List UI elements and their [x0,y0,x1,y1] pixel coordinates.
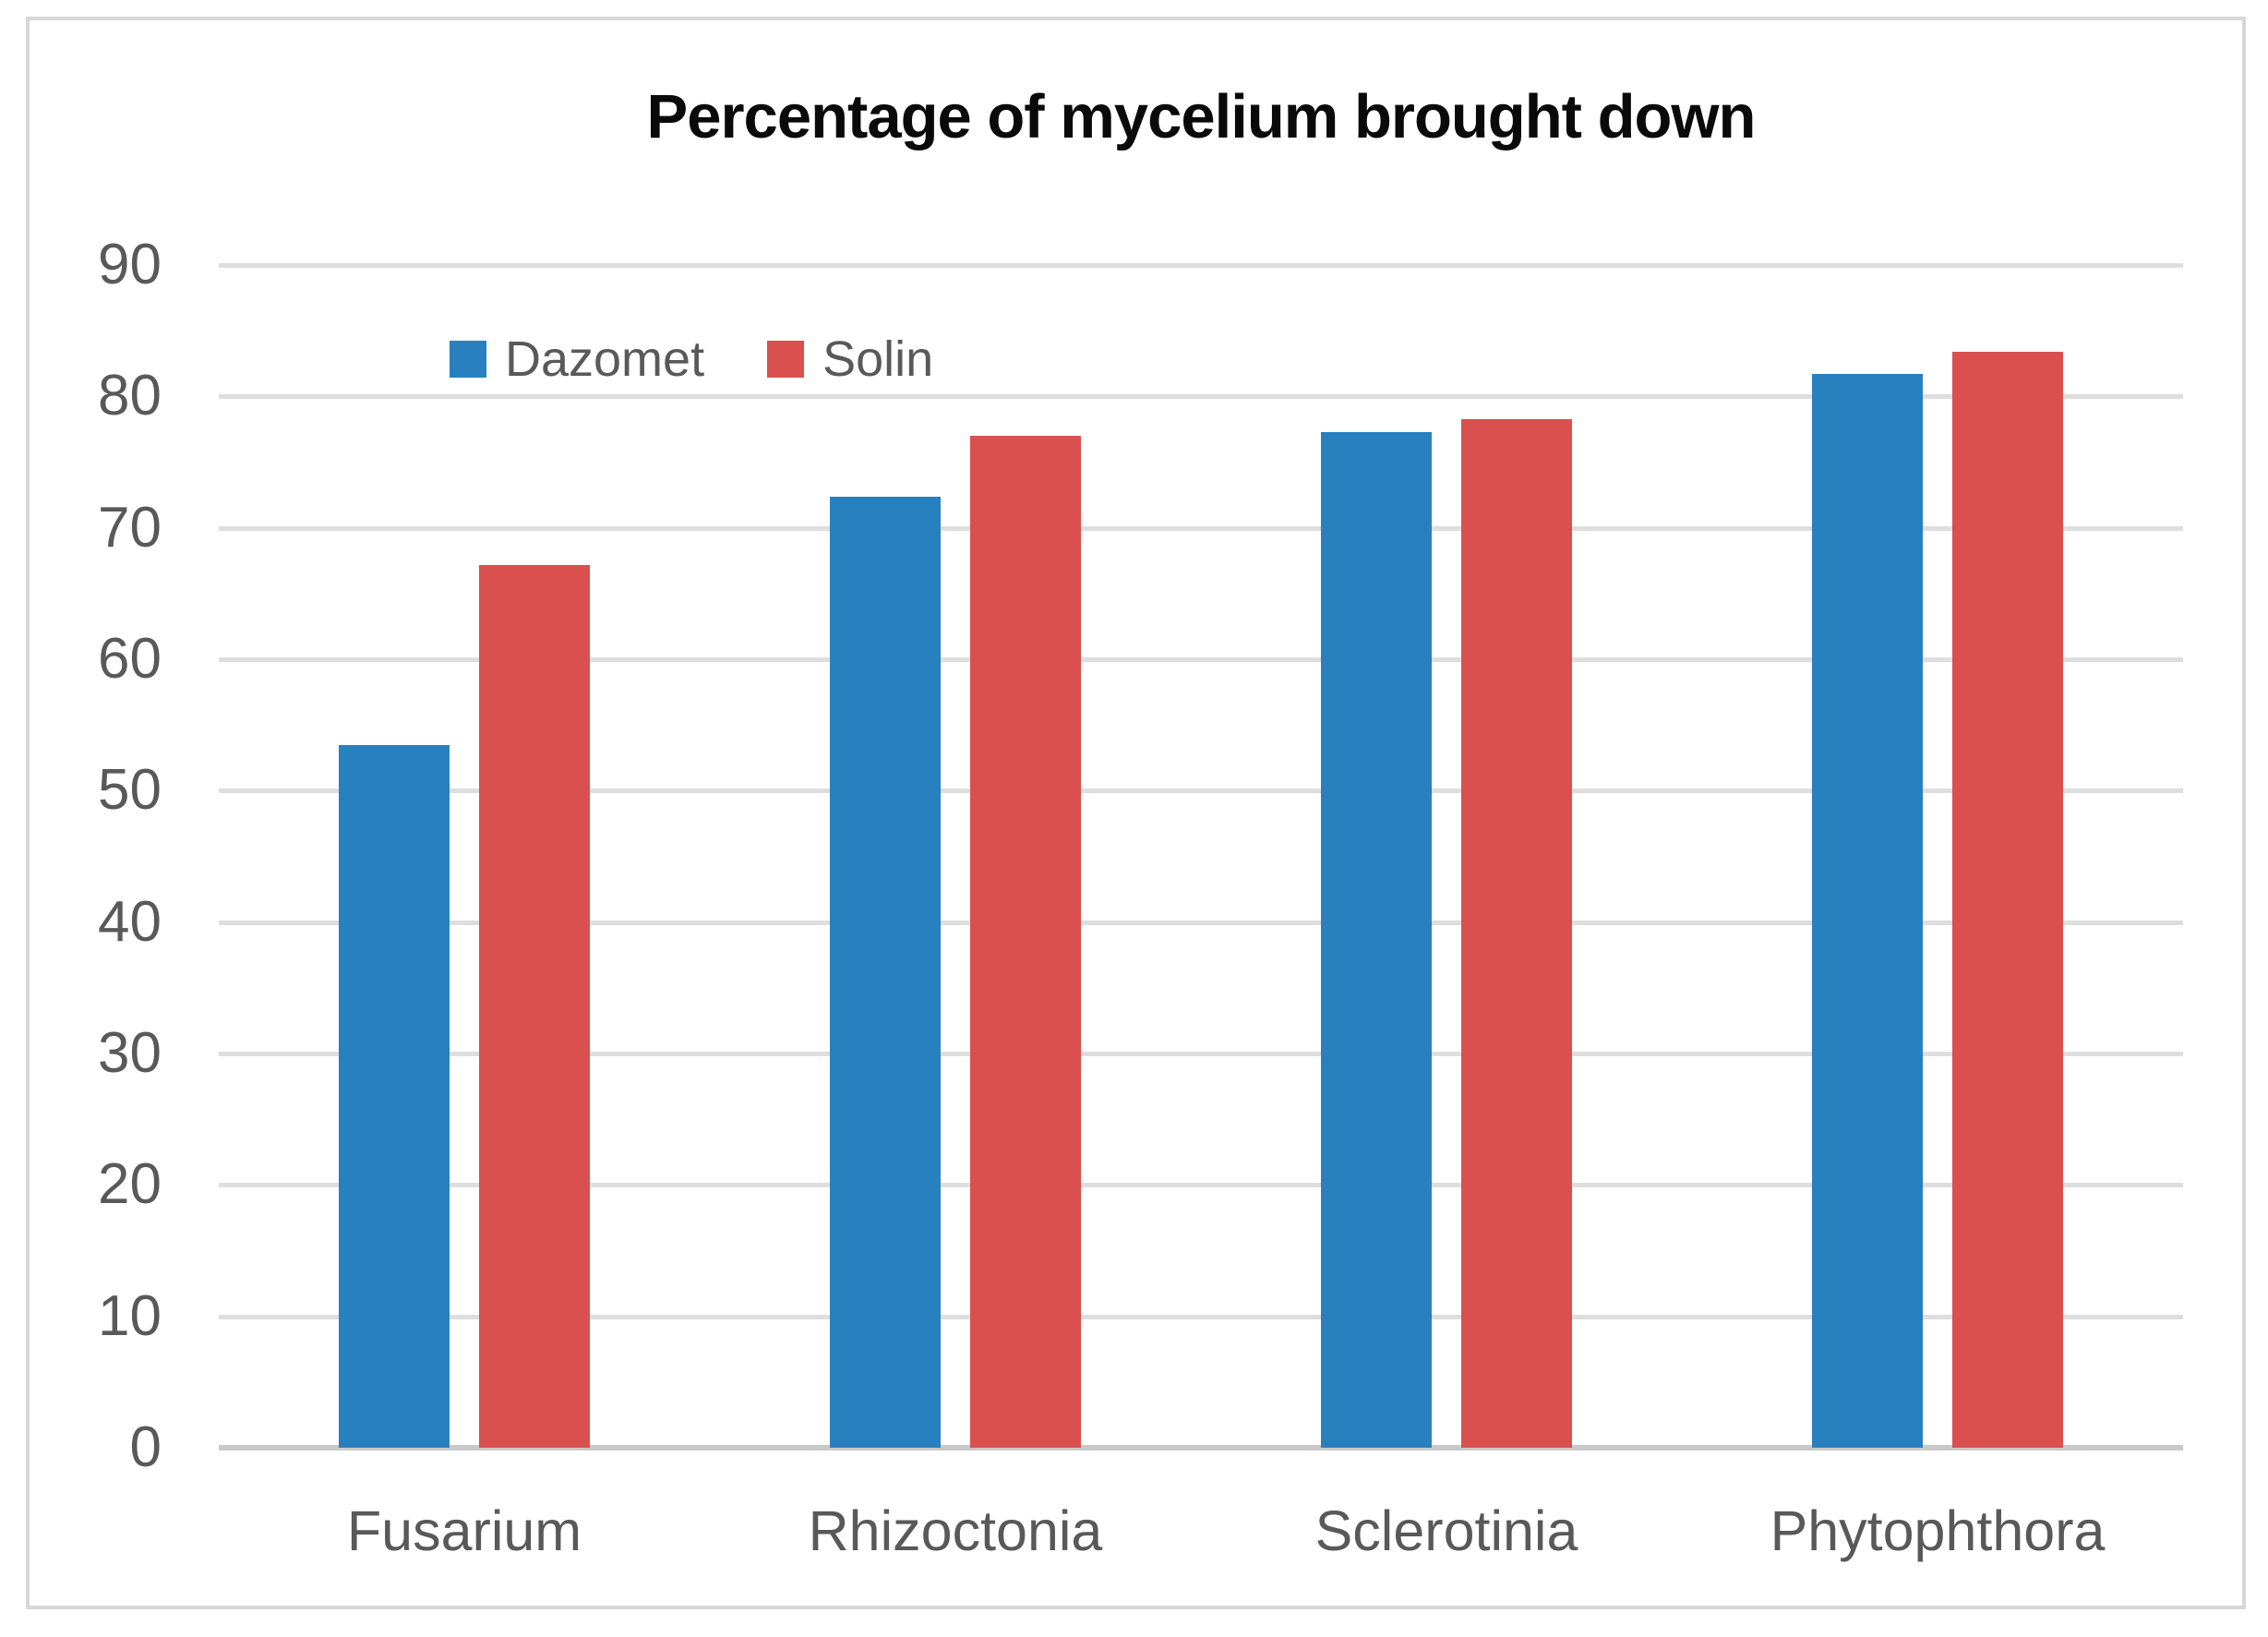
y-tick-label-50: 50 [98,758,162,823]
y-tick-label-90: 90 [98,233,162,296]
y-tick-label-70: 70 [98,495,162,560]
bar-dazomet-rhizoctonia [830,496,941,1448]
legend-color-swatch-dazomet-icon [450,341,486,378]
x-label-rhizoctonia: Rhizoctonia [808,1499,1103,1562]
legend: Dazomet Solin [450,334,933,384]
y-tick-label-40: 40 [98,889,162,954]
x-label-phytophthora: Phytophthora [1770,1499,2106,1562]
legend-item-dazomet: Dazomet [450,334,704,384]
gridline-20 [219,1183,2183,1188]
bar-dazomet-fusarium [339,744,450,1448]
bar-dazomet-phytophthora [1812,374,1923,1448]
x-label-sclerotinia: Sclerotinia [1314,1499,1578,1562]
bar-solin-phytophthora [1952,351,2063,1448]
gridline-70 [219,525,2183,531]
gridline-0 [219,1445,2183,1450]
gridline-30 [219,1052,2183,1056]
gridline-80 [219,394,2183,400]
gridline-50 [219,788,2183,794]
x-label-fusarium: Fusarium [346,1499,582,1562]
bar-dazomet-sclerotinia [1321,431,1432,1448]
legend-label-dazomet: Dazomet [505,331,705,387]
y-tick-label-0: 0 [129,1415,162,1479]
y-tick-label-30: 30 [98,1021,162,1085]
legend-label-solin: Solin [822,331,934,387]
legend-item-solin: Solin [767,334,933,384]
gridline-60 [219,657,2183,662]
y-tick-label-80: 80 [98,364,162,428]
chart-title: Percentage of mycelium brought down [646,82,1757,151]
legend-color-swatch-solin-icon [767,341,805,378]
y-tick-label-10: 10 [98,1283,162,1348]
bar-solin-rhizoctonia [970,436,1081,1448]
gridline-10 [219,1314,2183,1319]
bar-solin-sclerotinia [1461,418,1572,1448]
y-tick-label-20: 20 [98,1152,162,1217]
y-tick-label-60: 60 [98,627,162,691]
bar-solin-fusarium [479,564,590,1448]
gridline-90 [219,263,2183,268]
gridline-40 [219,920,2183,925]
